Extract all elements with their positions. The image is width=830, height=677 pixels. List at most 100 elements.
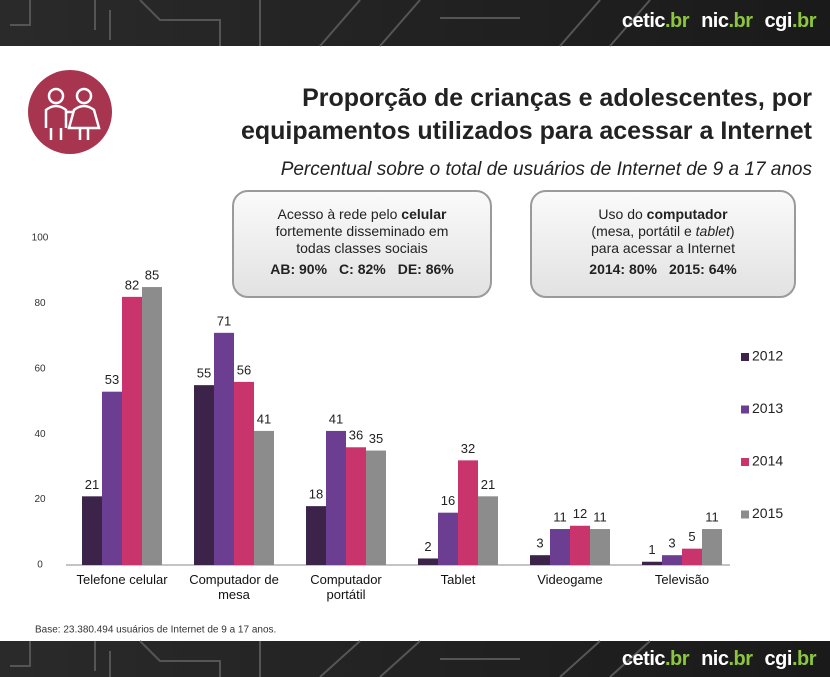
callout-text: celular <box>401 206 447 222</box>
header-bar <box>0 0 830 46</box>
value-label: 5 <box>688 529 695 544</box>
bar <box>550 529 570 565</box>
callout-text: computador <box>646 206 728 222</box>
value-label: 56 <box>237 362 251 377</box>
legend-label: 2013 <box>752 400 783 416</box>
legend-swatch <box>741 510 749 519</box>
bar <box>234 381 254 565</box>
base-note: Base: 23.380.494 usuários de Internet de… <box>35 625 276 636</box>
bar <box>82 496 102 565</box>
brand: .br <box>791 648 817 670</box>
value-label: 53 <box>105 372 119 387</box>
value-label: 41 <box>329 411 343 426</box>
value-label: 16 <box>441 493 455 508</box>
bar <box>366 450 386 565</box>
callout-stat: 2014: 80% <box>589 261 657 277</box>
bar <box>194 385 214 565</box>
brand: .br <box>665 10 690 32</box>
value-label: 21 <box>85 477 99 492</box>
value-label: 12 <box>573 506 587 521</box>
brand: .br <box>728 10 753 32</box>
value-label: 21 <box>481 477 495 492</box>
value-label: 1 <box>648 542 655 557</box>
brand: cetic <box>621 648 666 670</box>
bar <box>438 512 458 565</box>
brand-logos: cetic.br nic.br cgi.br <box>621 648 817 671</box>
x-tick-label: Computador de mesa <box>189 572 279 602</box>
callout-text: todas classes sociais <box>296 240 428 256</box>
value-label: 11 <box>553 509 567 524</box>
chart-subtitle: Percentual sobre o total de usuários de … <box>280 159 812 180</box>
value-label: 2 <box>424 539 431 554</box>
y-tick-label: 0 <box>37 560 43 571</box>
value-label: 55 <box>197 366 211 381</box>
bar <box>214 332 234 565</box>
bar <box>590 529 610 565</box>
brand: .br <box>728 648 753 670</box>
bar <box>122 296 142 565</box>
bar <box>662 555 682 565</box>
bar <box>346 447 366 565</box>
bar <box>326 430 346 565</box>
chart-title: equipamentos utilizados para acessar a I… <box>240 117 812 145</box>
x-tick-label: Tablet <box>440 572 476 587</box>
x-tick-label: Computador portátil <box>310 572 382 602</box>
callout-text: (mesa, portátil e <box>591 223 692 239</box>
y-tick-label: 60 <box>34 363 46 374</box>
circuit-decoration <box>10 0 651 677</box>
bar <box>682 548 702 565</box>
value-label: 71 <box>217 313 231 328</box>
value-label: 41 <box>257 411 271 426</box>
value-label: 3 <box>668 536 675 551</box>
legend-swatch <box>741 458 749 466</box>
value-label: 3 <box>536 536 543 551</box>
legend-swatch <box>741 353 749 361</box>
bar <box>254 430 274 565</box>
bar <box>530 555 550 565</box>
callout-text: fortemente disseminado em <box>275 223 449 239</box>
value-label: 85 <box>145 267 159 282</box>
children-icon-figures <box>44 87 101 140</box>
brand-logos: cetic.br nic.br cgi.br <box>622 10 817 33</box>
brand: nic <box>701 10 729 32</box>
callout-stat: C: 82% <box>339 261 386 277</box>
brand: .br <box>665 648 690 670</box>
x-tick-label: Televisão <box>654 572 710 587</box>
bar <box>418 558 438 565</box>
bar <box>478 496 498 565</box>
callout-text: ) <box>729 223 735 239</box>
value-label: 35 <box>369 431 383 446</box>
y-tick-label: 100 <box>32 233 49 244</box>
footer-bar <box>0 641 830 677</box>
brand: cgi <box>764 648 793 670</box>
x-tick-label: Videogame <box>537 572 603 587</box>
bar <box>570 525 590 565</box>
value-label: 11 <box>705 509 719 524</box>
callout-stat: DE: 86% <box>397 261 454 277</box>
callout: Acesso à rede pelo celular fortemente di… <box>232 190 492 298</box>
legend-label: 2015 <box>752 505 783 521</box>
callout-text: tablet <box>695 223 730 239</box>
brand: cgi <box>764 10 793 32</box>
brand: nic <box>701 648 729 670</box>
bar <box>458 460 478 565</box>
chart-title: Proporção de crianças e adolescentes, po… <box>302 84 812 112</box>
y-tick-label: 80 <box>34 298 46 309</box>
callout-text: Acesso à rede pelo <box>277 206 398 222</box>
value-label: 36 <box>349 428 363 443</box>
x-tick-label: Telefone celular <box>76 572 168 587</box>
callout-text: para acessar a Internet <box>591 240 735 256</box>
callout-stat: AB: 90% <box>270 261 328 277</box>
value-label: 32 <box>461 441 475 456</box>
callout-text: Uso do <box>598 206 643 222</box>
brand: .br <box>791 10 817 32</box>
bar <box>642 561 662 565</box>
y-tick-label: 20 <box>34 494 46 505</box>
callout-stat: 2015: 64% <box>669 261 737 277</box>
bar <box>102 391 122 565</box>
legend-label: 2014 <box>752 453 783 469</box>
bar <box>702 529 722 565</box>
bar <box>142 287 162 565</box>
